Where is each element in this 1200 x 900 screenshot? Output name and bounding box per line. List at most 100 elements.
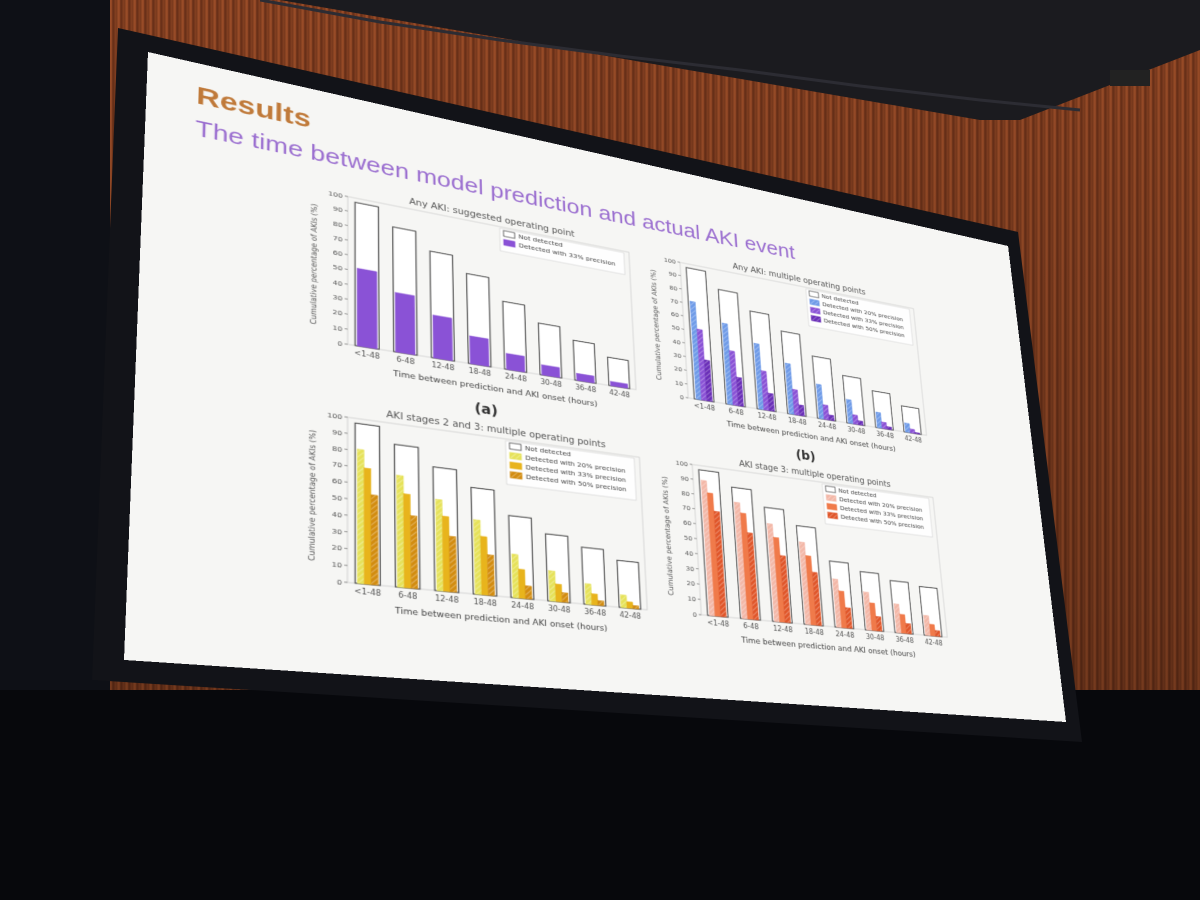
x-tick-label: 36-48 xyxy=(895,636,914,645)
x-tick-label: 42-48 xyxy=(904,435,922,444)
y-tick-mark xyxy=(345,314,348,315)
y-tick-label: 40 xyxy=(685,549,694,558)
bar-detected xyxy=(395,293,415,355)
bar-detected xyxy=(555,584,562,602)
bar-detected xyxy=(470,336,489,367)
x-tick-label: 30-48 xyxy=(548,604,571,614)
y-tick-label: 90 xyxy=(332,428,342,437)
bar-detected xyxy=(633,605,639,609)
y-tick-label: 40 xyxy=(672,338,681,346)
x-tick-label: 42-48 xyxy=(619,611,641,621)
x-tick-label: 18-48 xyxy=(788,417,807,427)
y-tick-label: 50 xyxy=(684,534,693,543)
y-tick-label: 70 xyxy=(333,234,343,243)
bar-detected xyxy=(357,449,364,584)
bar-detected xyxy=(585,584,592,605)
x-tick-label: 42-48 xyxy=(924,638,943,647)
bar-detected xyxy=(371,495,378,585)
x-axis-label: Time between prediction and AKI onset (h… xyxy=(394,607,608,634)
panel-label-a: (a) xyxy=(474,400,498,419)
bar-detected xyxy=(549,570,556,601)
x-tick-label: 24-48 xyxy=(818,421,837,431)
bar-detected xyxy=(410,516,417,589)
y-tick-label: 80 xyxy=(333,219,343,228)
chart-title: Any AKI: multiple operating points xyxy=(732,262,866,297)
legend-swatch xyxy=(828,512,838,519)
y-tick-label: 70 xyxy=(332,460,342,470)
y-tick-label: 30 xyxy=(673,351,682,359)
bar-detected xyxy=(858,421,863,426)
y-tick-mark xyxy=(345,284,348,285)
x-tick-label: <1-48 xyxy=(354,587,381,598)
bar-detected xyxy=(435,499,443,591)
y-tick-label: 10 xyxy=(687,595,696,604)
x-axis-label: Time between prediction and AKI onset (h… xyxy=(740,636,916,659)
bar-detected xyxy=(442,516,450,592)
y-tick-label: 100 xyxy=(675,459,688,468)
x-tick-label: 36-48 xyxy=(876,430,894,440)
y-tick-label: 10 xyxy=(332,323,342,332)
bar-detected xyxy=(487,555,494,596)
y-tick-mark xyxy=(345,329,348,330)
y-tick-label: 0 xyxy=(337,578,342,587)
bar-detected xyxy=(364,468,371,585)
y-tick-mark xyxy=(345,269,348,270)
y-tick-label: 0 xyxy=(680,393,685,401)
y-tick-label: 90 xyxy=(333,205,343,214)
bar-detected xyxy=(518,569,525,599)
y-axis-label: Cumulative percentage of AKIs (%) xyxy=(649,269,663,381)
y-tick-label: 50 xyxy=(671,324,680,332)
y-tick-label: 100 xyxy=(664,256,677,265)
x-tick-label: 30-48 xyxy=(540,378,562,389)
panel-label-b: (b) xyxy=(795,447,816,464)
y-axis-label: Cumulative percentage of AKIs (%) xyxy=(309,203,319,325)
y-tick-label: 90 xyxy=(668,270,677,278)
y-tick-label: 0 xyxy=(337,339,342,348)
y-tick-label: 20 xyxy=(333,308,343,317)
legend-swatch xyxy=(510,472,522,480)
chart-panel-c: AKI stages 2 and 3: multiple operating p… xyxy=(303,391,658,646)
bar-detected xyxy=(935,630,940,636)
bar-detected xyxy=(906,623,912,634)
x-tick-label: 18-48 xyxy=(804,628,824,637)
y-tick-label: 70 xyxy=(670,297,679,305)
bar-detected xyxy=(562,592,569,602)
y-tick-label: 20 xyxy=(674,365,683,373)
y-tick-label: 30 xyxy=(332,526,343,536)
y-tick-mark xyxy=(345,239,348,240)
y-axis-label: Cumulative percentage of AKIs (%) xyxy=(661,476,676,596)
y-tick-label: 100 xyxy=(327,411,342,421)
y-tick-mark xyxy=(345,254,348,255)
y-tick-label: 50 xyxy=(333,263,343,272)
y-tick-label: 60 xyxy=(671,310,680,318)
bar-detected xyxy=(480,536,488,595)
x-tick-label: 6-48 xyxy=(396,355,414,366)
y-axis-label: Cumulative percentage of AKIs (%) xyxy=(307,429,318,561)
x-tick-label: 12-48 xyxy=(773,625,793,634)
y-tick-label: 0 xyxy=(692,611,697,619)
y-tick-label: 30 xyxy=(686,564,695,573)
x-tick-label: <1-48 xyxy=(694,402,716,412)
slide: Results The time between model predictio… xyxy=(124,52,1066,722)
x-tick-label: 42-48 xyxy=(609,389,630,400)
x-tick-label: 30-48 xyxy=(847,426,866,436)
bar-detected xyxy=(887,426,892,429)
bar-detected xyxy=(829,415,834,421)
x-tick-label: 18-48 xyxy=(469,367,492,378)
y-tick-label: 40 xyxy=(333,278,343,287)
x-tick-label: 12-48 xyxy=(432,361,455,372)
bar-detected xyxy=(929,624,935,636)
x-tick-label: 6-48 xyxy=(743,622,759,631)
bar-detected xyxy=(905,423,911,433)
legend-swatch xyxy=(826,495,836,502)
legend-swatch xyxy=(509,443,521,451)
y-tick-label: 100 xyxy=(328,189,343,199)
bar-detected xyxy=(598,601,604,606)
y-tick-label: 90 xyxy=(680,474,689,483)
bar-detected xyxy=(620,595,627,608)
chart-panel-d: AKI stage 3: multiple operating points01… xyxy=(656,441,958,670)
y-tick-label: 60 xyxy=(333,249,343,258)
x-tick-label: <1-48 xyxy=(354,349,380,361)
y-tick-label: 60 xyxy=(332,477,342,487)
